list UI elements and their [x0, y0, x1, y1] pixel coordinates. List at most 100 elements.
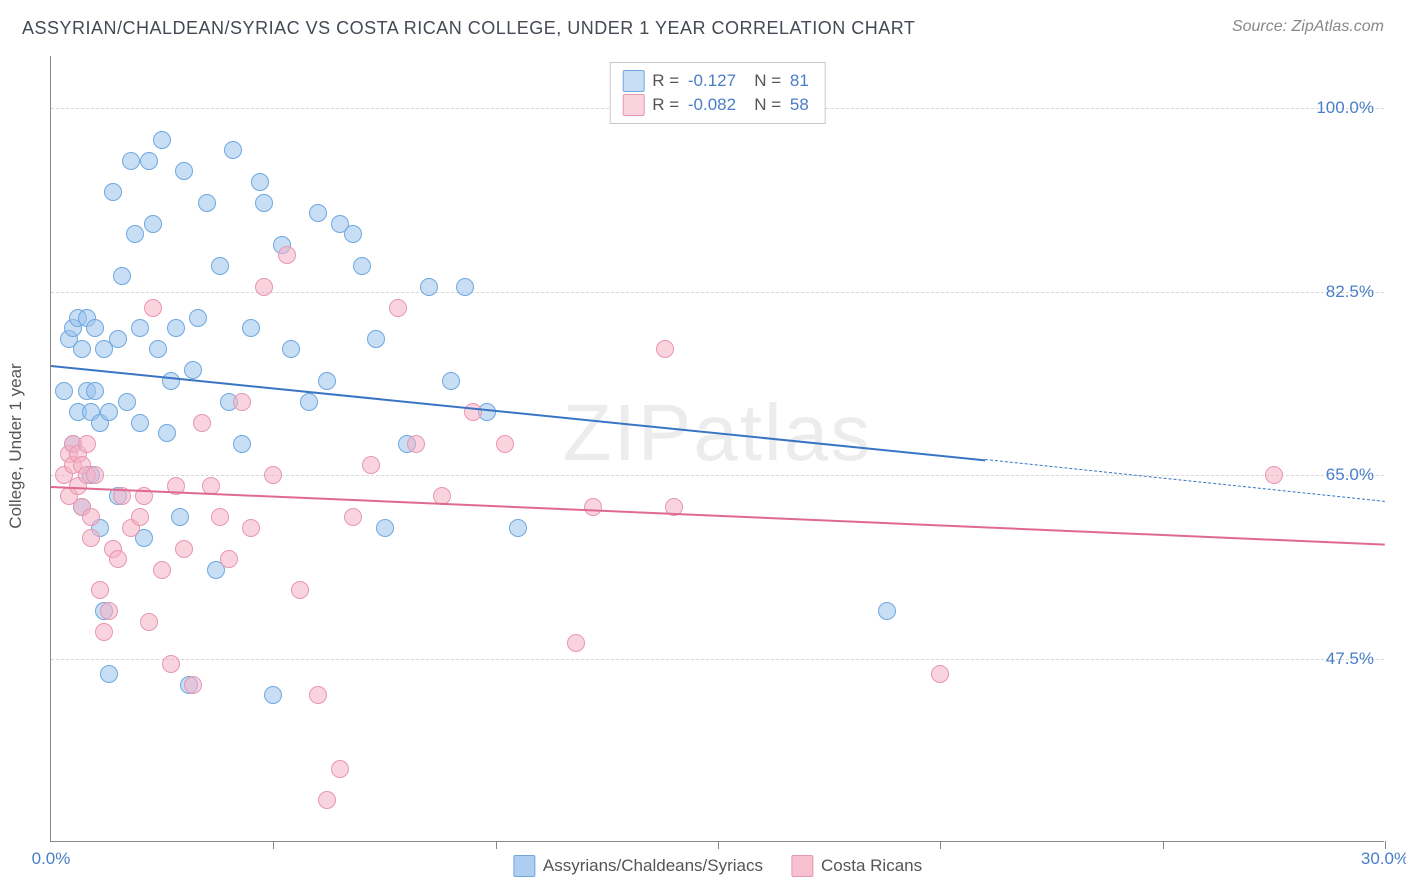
- scatter-point: [242, 519, 260, 537]
- stats-text: R = -0.127 N = 81: [652, 69, 813, 93]
- scatter-point: [233, 435, 251, 453]
- scatter-point: [224, 141, 242, 159]
- scatter-point: [211, 257, 229, 275]
- scatter-point: [264, 466, 282, 484]
- scatter-point: [118, 393, 136, 411]
- scatter-point: [584, 498, 602, 516]
- scatter-point: [344, 225, 362, 243]
- scatter-point: [86, 466, 104, 484]
- scatter-point: [420, 278, 438, 296]
- scatter-point: [211, 508, 229, 526]
- plot-area: ZIPatlas 47.5%65.0%82.5%100.0%0.0%30.0%R…: [50, 56, 1384, 842]
- scatter-point: [82, 529, 100, 547]
- scatter-point: [55, 382, 73, 400]
- series-legend: Assyrians/Chaldeans/SyriacsCosta Ricans: [513, 855, 922, 877]
- scatter-point: [233, 393, 251, 411]
- gridline-horizontal: [51, 659, 1384, 660]
- legend-swatch: [622, 70, 644, 92]
- legend-swatch: [513, 855, 535, 877]
- series-legend-item: Costa Ricans: [791, 855, 922, 877]
- stats-text: R = -0.082 N = 58: [652, 93, 813, 117]
- scatter-point: [278, 246, 296, 264]
- scatter-point: [162, 372, 180, 390]
- scatter-point: [184, 361, 202, 379]
- scatter-point: [509, 519, 527, 537]
- scatter-point: [73, 340, 91, 358]
- scatter-point: [878, 602, 896, 620]
- x-axis-min-label: 0.0%: [32, 849, 71, 869]
- scatter-point: [442, 372, 460, 390]
- y-tick-label: 100.0%: [1316, 98, 1374, 118]
- scatter-point: [184, 676, 202, 694]
- scatter-point: [464, 403, 482, 421]
- scatter-point: [407, 435, 425, 453]
- scatter-point: [82, 508, 100, 526]
- scatter-point: [162, 655, 180, 673]
- scatter-point: [255, 194, 273, 212]
- scatter-point: [140, 613, 158, 631]
- scatter-point: [344, 508, 362, 526]
- scatter-point: [113, 267, 131, 285]
- scatter-point: [353, 257, 371, 275]
- stats-legend-row: R = -0.082 N = 58: [622, 93, 813, 117]
- scatter-point: [100, 665, 118, 683]
- scatter-point: [567, 634, 585, 652]
- scatter-point: [122, 152, 140, 170]
- scatter-point: [175, 162, 193, 180]
- scatter-point: [131, 414, 149, 432]
- scatter-point: [167, 319, 185, 337]
- scatter-point: [331, 760, 349, 778]
- scatter-point: [153, 561, 171, 579]
- x-axis-max-label: 30.0%: [1361, 849, 1406, 869]
- scatter-point: [86, 319, 104, 337]
- scatter-point: [104, 183, 122, 201]
- scatter-point: [456, 278, 474, 296]
- stats-legend-row: R = -0.127 N = 81: [622, 69, 813, 93]
- legend-swatch: [622, 94, 644, 116]
- trend-line: [51, 365, 985, 461]
- scatter-point: [153, 131, 171, 149]
- scatter-point: [171, 508, 189, 526]
- legend-label: Costa Ricans: [821, 856, 922, 876]
- scatter-point: [131, 508, 149, 526]
- scatter-point: [109, 330, 127, 348]
- scatter-point: [300, 393, 318, 411]
- scatter-point: [158, 424, 176, 442]
- scatter-point: [149, 340, 167, 358]
- scatter-point: [1265, 466, 1283, 484]
- scatter-point: [264, 686, 282, 704]
- scatter-point: [95, 623, 113, 641]
- x-tick-mark: [496, 841, 497, 849]
- x-tick-mark: [273, 841, 274, 849]
- y-tick-label: 47.5%: [1326, 649, 1374, 669]
- scatter-point: [100, 602, 118, 620]
- scatter-point: [656, 340, 674, 358]
- source-label: Source: ZipAtlas.com: [1232, 18, 1384, 36]
- scatter-point: [144, 215, 162, 233]
- stats-legend: R = -0.127 N = 81R = -0.082 N = 58: [609, 62, 826, 124]
- scatter-point: [189, 309, 207, 327]
- scatter-point: [496, 435, 514, 453]
- scatter-point: [255, 278, 273, 296]
- scatter-point: [175, 540, 193, 558]
- scatter-point: [109, 550, 127, 568]
- scatter-point: [220, 550, 238, 568]
- y-tick-label: 65.0%: [1326, 465, 1374, 485]
- gridline-horizontal: [51, 292, 1384, 293]
- scatter-point: [193, 414, 211, 432]
- scatter-point: [131, 319, 149, 337]
- scatter-point: [931, 665, 949, 683]
- scatter-point: [242, 319, 260, 337]
- scatter-point: [140, 152, 158, 170]
- y-tick-label: 82.5%: [1326, 282, 1374, 302]
- scatter-point: [282, 340, 300, 358]
- scatter-point: [86, 382, 104, 400]
- scatter-point: [198, 194, 216, 212]
- x-tick-mark: [1385, 841, 1386, 849]
- x-tick-mark: [1163, 841, 1164, 849]
- scatter-point: [318, 791, 336, 809]
- scatter-point: [389, 299, 407, 317]
- scatter-point: [144, 299, 162, 317]
- scatter-point: [309, 686, 327, 704]
- scatter-point: [91, 581, 109, 599]
